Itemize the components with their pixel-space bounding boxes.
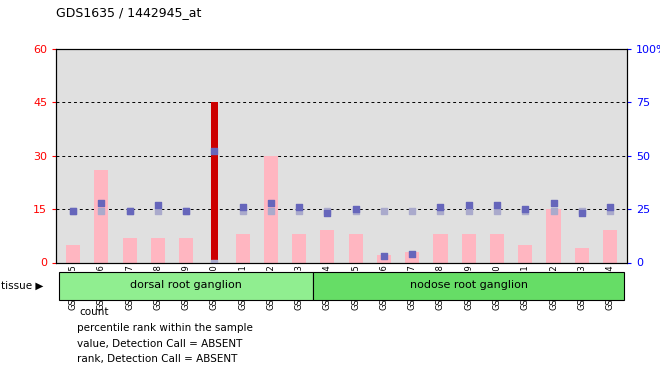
Point — [294, 208, 304, 214]
Point — [68, 208, 79, 214]
Bar — [461, 234, 476, 262]
Point — [322, 208, 333, 214]
Text: dorsal root ganglion: dorsal root ganglion — [130, 280, 242, 290]
Point — [435, 204, 446, 210]
Point — [209, 260, 220, 266]
Point — [322, 210, 333, 216]
Bar — [150, 238, 165, 262]
Bar — [490, 234, 504, 262]
Point — [350, 206, 361, 212]
Point — [407, 251, 418, 257]
Point — [492, 208, 502, 214]
Point — [96, 208, 107, 214]
Point — [209, 148, 220, 154]
Text: nodose root ganglion: nodose root ganglion — [410, 280, 528, 290]
Point — [379, 208, 389, 214]
Bar — [603, 230, 617, 262]
Point — [435, 208, 446, 214]
Bar — [575, 248, 589, 262]
Bar — [546, 209, 560, 262]
Bar — [348, 234, 363, 262]
Point — [350, 208, 361, 214]
Bar — [179, 238, 193, 262]
Point — [520, 208, 531, 214]
Text: value, Detection Call = ABSENT: value, Detection Call = ABSENT — [77, 339, 242, 349]
Bar — [94, 170, 108, 262]
Bar — [518, 245, 533, 262]
Point — [548, 208, 559, 214]
Point — [492, 202, 502, 208]
Text: tissue ▶: tissue ▶ — [1, 281, 44, 291]
Point — [548, 200, 559, 206]
Point — [238, 204, 248, 210]
Point — [605, 208, 615, 214]
Bar — [211, 102, 218, 262]
Point — [124, 208, 135, 214]
Point — [576, 208, 587, 214]
Point — [605, 204, 615, 210]
Bar — [66, 245, 80, 262]
Text: GDS1635 / 1442945_at: GDS1635 / 1442945_at — [56, 6, 201, 19]
Bar — [314, 272, 624, 300]
Bar — [434, 234, 447, 262]
Point — [407, 208, 418, 214]
Bar — [123, 238, 137, 262]
Bar — [377, 255, 391, 262]
Point — [124, 208, 135, 214]
Point — [463, 202, 474, 208]
Bar — [320, 230, 335, 262]
Text: rank, Detection Call = ABSENT: rank, Detection Call = ABSENT — [77, 354, 237, 364]
Point — [520, 206, 531, 212]
Point — [68, 208, 79, 214]
Point — [152, 202, 163, 208]
Point — [294, 204, 304, 210]
Bar — [236, 234, 249, 262]
Point — [181, 208, 191, 214]
Bar — [59, 272, 314, 300]
Point — [463, 208, 474, 214]
Text: percentile rank within the sample: percentile rank within the sample — [77, 323, 252, 333]
Point — [152, 208, 163, 214]
Point — [181, 208, 191, 214]
Bar — [264, 156, 278, 262]
Point — [238, 208, 248, 214]
Point — [265, 208, 276, 214]
Point — [576, 210, 587, 216]
Point — [379, 253, 389, 259]
Bar — [292, 234, 306, 262]
Bar — [405, 252, 419, 262]
Point — [265, 200, 276, 206]
Point — [96, 200, 107, 206]
Text: count: count — [79, 307, 109, 317]
